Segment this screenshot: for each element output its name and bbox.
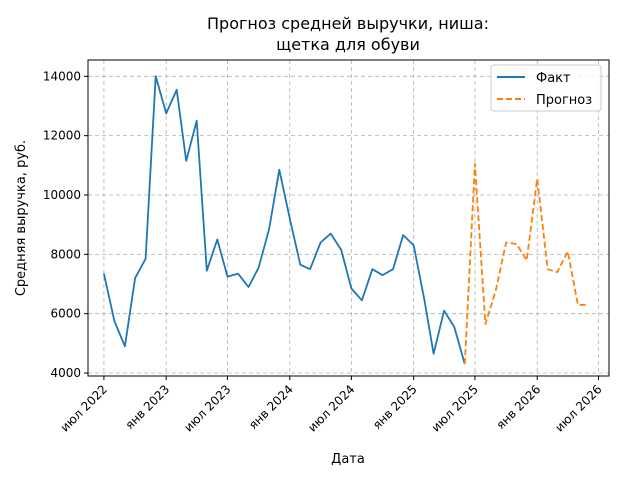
plot-frame xyxy=(87,59,610,377)
chart-title-line-1: Прогноз средней выручки, ниша: xyxy=(207,14,489,33)
legend-forecast-label: Прогноз xyxy=(536,93,592,108)
series-fact-line xyxy=(103,75,466,365)
y-tick-label: 8000 xyxy=(50,247,81,261)
y-tick-label: 14000 xyxy=(43,69,81,83)
legend: Факт Прогноз xyxy=(490,64,602,112)
x-axis-label: Дата xyxy=(331,452,365,467)
y-axis-ticks: 4000 6000 8000 10000 12000 14000 xyxy=(43,69,88,380)
legend-fact-label: Факт xyxy=(536,71,571,86)
chart-title-line-2: щетка для обуви xyxy=(276,35,420,54)
series-forecast-line xyxy=(463,162,589,365)
y-tick-label: 12000 xyxy=(43,129,81,143)
series-layer xyxy=(103,75,589,365)
y-axis-label: Средняя выручка, руб. xyxy=(14,140,29,296)
y-tick-label: 4000 xyxy=(50,366,81,380)
y-tick-label: 6000 xyxy=(50,307,81,321)
y-tick-label: 10000 xyxy=(43,188,81,202)
